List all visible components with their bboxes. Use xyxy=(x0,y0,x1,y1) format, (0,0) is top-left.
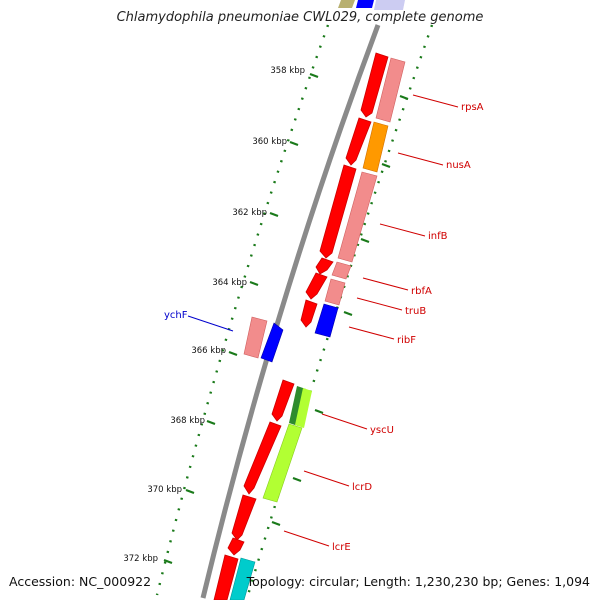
genome-backbone xyxy=(200,24,381,599)
tick-label-362: 362 kbp xyxy=(232,208,267,218)
tick-label-368: 368 kbp xyxy=(170,416,205,426)
tick-label-358: 358 kbp xyxy=(270,66,305,76)
leader-lines xyxy=(187,94,459,547)
tick-label-366: 366 kbp xyxy=(191,346,226,356)
gene-cyan xyxy=(229,557,256,600)
map-title: Chlamydophila pneumoniae CWL029, complet… xyxy=(116,10,484,25)
label-ychF: ychF xyxy=(164,310,188,321)
feature-blue-top xyxy=(356,0,374,8)
gene-ychF-pink xyxy=(243,316,268,359)
feature-lavender-top xyxy=(374,0,405,10)
tick-label-360: 360 kbp xyxy=(252,137,287,147)
tick-label-372: 372 kbp xyxy=(123,554,158,564)
gene-infB xyxy=(337,171,378,263)
cds-rpsA xyxy=(360,52,389,118)
cds-infB xyxy=(319,164,357,259)
cds-rbfA xyxy=(315,257,334,275)
feature-olive-top xyxy=(338,0,355,8)
cds-lcrD xyxy=(243,421,282,495)
gene-nusA xyxy=(362,121,389,173)
label-truB: truB xyxy=(405,306,426,317)
cds-nusA xyxy=(345,117,372,166)
tick-label-364: 364 kbp xyxy=(212,278,247,288)
label-lcrD: lcrD xyxy=(352,482,372,493)
label-lcrE: lcrE xyxy=(332,542,351,553)
tick-label-370: 370 kbp xyxy=(147,485,182,495)
ticks xyxy=(163,72,319,565)
outer-ticks xyxy=(271,94,409,527)
cds-ribF xyxy=(300,299,318,328)
gene-rpsA xyxy=(375,57,406,123)
outer-guide-arc xyxy=(246,24,434,596)
label-rpsA: rpsA xyxy=(461,102,484,113)
label-yscU: yscU xyxy=(370,425,394,436)
gene-truB xyxy=(324,278,346,306)
genome-summary: Topology: circular; Length: 1,230,230 bp… xyxy=(246,574,590,589)
gene-labels: rpsA nusA infB rbfA truB ribF ychF yscU … xyxy=(164,102,484,553)
gene-rbfA xyxy=(331,261,352,280)
cds-small-1 xyxy=(227,537,245,556)
accession-text: Accession: NC_000922 xyxy=(9,574,152,589)
label-ribF: ribF xyxy=(397,335,416,346)
label-nusA: nusA xyxy=(446,160,471,171)
cds-yscU xyxy=(271,379,295,422)
cds-lcrE xyxy=(231,494,257,541)
tick-labels: 358 kbp 360 kbp 362 kbp 364 kbp 366 kbp … xyxy=(123,66,305,564)
gene-ychF xyxy=(260,322,284,363)
gene-yscU xyxy=(295,388,312,428)
label-infB: infB xyxy=(428,231,448,242)
cds-truB xyxy=(305,272,328,300)
label-rbfA: rbfA xyxy=(411,286,432,297)
gene-ribF xyxy=(314,303,339,338)
cds-bottom xyxy=(213,554,239,600)
gene-lcrD xyxy=(262,423,303,503)
